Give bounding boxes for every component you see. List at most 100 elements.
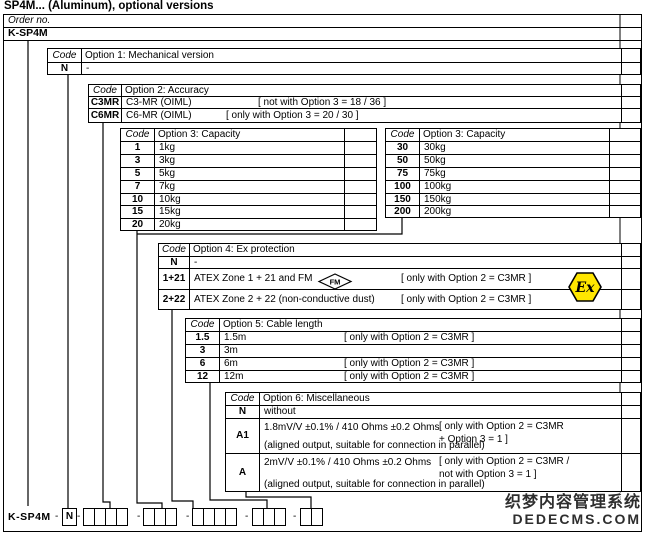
grid-line (226, 453, 640, 454)
fixed-option-box: N (62, 508, 77, 526)
grid-line (259, 393, 260, 491)
table-title: Option 6: Miscellaneous (263, 393, 370, 404)
grid-line (186, 370, 640, 371)
grid-line (121, 85, 122, 122)
option3b-table: Code Option 3: Capacity 30 30kg 50 50kg 75 75kg… (385, 128, 641, 218)
grid-line (159, 268, 640, 269)
separator-dash: - (186, 511, 190, 522)
desc-secondary: (aligned output, suitable for connection… (264, 479, 485, 490)
code-cell: 30 (396, 142, 409, 153)
desc-cell: 15kg (159, 206, 181, 217)
desc-cell: - (86, 63, 90, 74)
grid-line (386, 180, 640, 181)
code-box (311, 508, 323, 526)
desc-cell: 3kg (159, 155, 176, 166)
ex-icon: Ex (568, 272, 602, 302)
order-code-prefix: K-SP4M (8, 511, 51, 523)
svg-text:Ex: Ex (574, 280, 595, 296)
desc-cell: ATEX Zone 2 + 22 (non-conductive dust) (194, 294, 375, 305)
code-cell: A (238, 467, 247, 478)
grid-line (621, 244, 622, 309)
code-cell: 200 (394, 206, 411, 217)
table-title: Option 2: Accuracy (125, 85, 209, 96)
desc-cell: 200kg (424, 206, 452, 217)
code-box (225, 508, 237, 526)
grid-line (81, 49, 82, 74)
desc-cell: 7kg (159, 181, 176, 192)
desc-cell: 75kg (424, 168, 446, 179)
grid-line (121, 154, 376, 155)
desc-cell: 20kg (159, 219, 181, 230)
desc-cell: 1kg (159, 142, 176, 153)
code-column-header: Code (52, 50, 77, 61)
option2-table: Code Option 2: Accuracy C3MR C3-MR (OIML) [ … (88, 84, 641, 123)
code-cell: 3 (134, 155, 141, 166)
grid-line (121, 167, 376, 168)
option5-table: Code Option 5: Cable length 1.5 1.5m [ only … (185, 318, 641, 383)
grid-line (609, 129, 610, 217)
grid-line (121, 218, 376, 219)
grid-line (186, 344, 640, 345)
desc-cell: 50kg (424, 155, 446, 166)
option4-table: Code Option 4: Ex protection N -1+21 ATEX Zo… (158, 243, 641, 310)
grid-line (386, 193, 640, 194)
desc-cell: C3-MR (OIML) (126, 97, 192, 108)
condition-text: not with Option 3 = 1 ] (439, 469, 537, 480)
grid-line (121, 141, 376, 142)
order-no-label: Order no. (8, 15, 51, 26)
code-column-header: Code (230, 393, 255, 404)
code-cell: 20 (131, 219, 144, 230)
grid-line (419, 129, 420, 217)
condition-text: [ only with Option 3 = 20 / 30 ] (226, 110, 359, 121)
code-cell: 12 (196, 371, 209, 382)
code-box (116, 508, 128, 526)
table-title: Option 4: Ex protection (193, 244, 295, 255)
separator-dash: - (293, 511, 297, 522)
grid-line (386, 205, 640, 206)
code-column-header: Code (190, 319, 215, 330)
code-cell: N (170, 257, 178, 268)
grid-line (159, 256, 640, 257)
code-column-header: Code (390, 129, 415, 140)
condition-text: [ only with Option 2 = C3MR ] (401, 273, 532, 284)
condition-text: [ not with Option 3 = 18 / 36 ] (258, 97, 387, 108)
grid-line (3, 27, 642, 28)
code-column-header: Code (93, 85, 117, 96)
table-title: Option 1: Mechanical version (85, 50, 214, 61)
code-cell: 5 (134, 168, 141, 179)
code-cell: 15 (131, 206, 144, 217)
code-cell: 7 (134, 181, 141, 192)
option3a-table: Code Option 3: Capacity 1 1kg 3 3kg 5 5kg 7 7kg 10… (120, 128, 377, 231)
grid-line (89, 96, 640, 97)
grid-line (219, 319, 220, 382)
condition-text: + Option 3 = 1 ] (439, 434, 508, 445)
condition-text: [ only with Option 2 = C3MR ] (401, 294, 532, 305)
separator-dash: - (137, 511, 141, 522)
grid-line (186, 357, 640, 358)
code-cell: 2+22 (162, 294, 186, 305)
code-cell: 6 (199, 358, 206, 369)
desc-cell: - (194, 257, 198, 268)
table-title: Option 3: Capacity (423, 129, 506, 140)
code-column-header: Code (162, 244, 186, 255)
code-cell: 100 (394, 181, 411, 192)
grid-line (621, 393, 622, 491)
table-title: Option 3: Capacity (158, 129, 241, 140)
grid-line (621, 319, 622, 382)
code-box (274, 508, 286, 526)
desc-cell: 6m (224, 358, 238, 369)
grid-line (48, 62, 640, 63)
code-column-header: Code (125, 129, 150, 140)
grid-line (344, 129, 345, 230)
desc-cell: 12m (224, 371, 244, 382)
grid-line (386, 167, 640, 168)
code-cell: 1.5 (195, 332, 210, 343)
watermark: 织梦内容管理系统 DEDECMS.COM (505, 494, 641, 528)
desc-cell: without (264, 406, 296, 417)
desc-cell: 1.5m (224, 332, 247, 343)
table-title: Option 5: Cable length (223, 319, 323, 330)
grid-line (386, 154, 640, 155)
grid-line (226, 418, 640, 419)
